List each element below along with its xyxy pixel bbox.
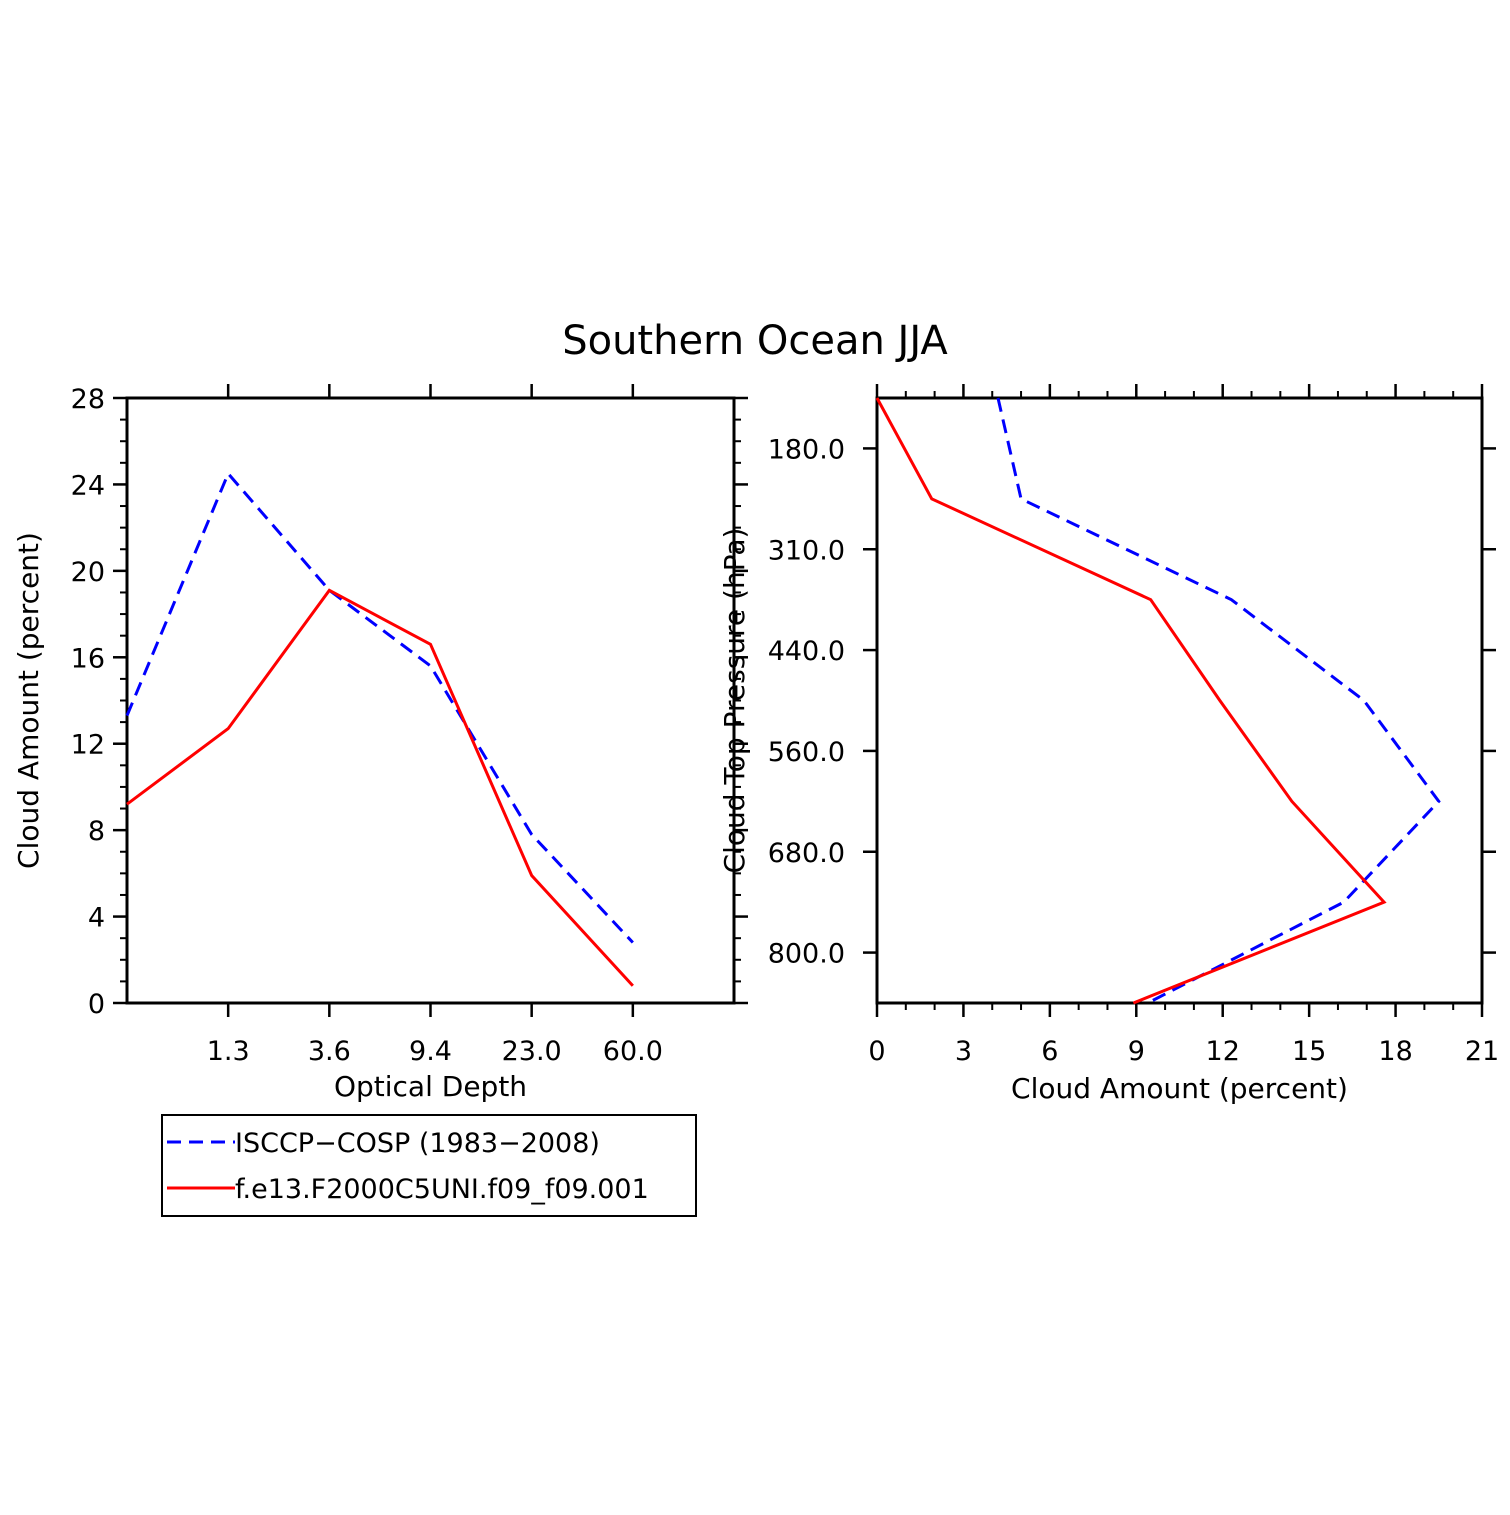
y-tick-label: 20 — [71, 557, 105, 588]
x-tick-label: 15 — [1292, 1036, 1326, 1067]
x-axis-title: Optical Depth — [334, 1070, 527, 1103]
y-tick-label: 0 — [88, 989, 105, 1020]
x-tick-label: 3 — [955, 1036, 972, 1067]
x-tick-label: 12 — [1206, 1036, 1240, 1067]
y-tick-label: 800.0 — [768, 939, 845, 970]
x-tick-label: 0 — [868, 1036, 885, 1067]
y-tick-label: 4 — [88, 903, 105, 934]
series-line-1 — [127, 590, 633, 985]
plot-frame — [127, 398, 734, 1003]
chart-title: Southern Ocean JJA — [562, 318, 948, 364]
y-axis-title: Cloud Amount (percent) — [12, 532, 45, 869]
y-tick-label: 28 — [71, 384, 105, 415]
plot-frame — [877, 398, 1482, 1003]
y-tick-label: 180.0 — [768, 434, 845, 465]
x-tick-label: 9.4 — [409, 1036, 452, 1067]
series-line-0 — [127, 474, 633, 943]
x-tick-label: 6 — [1041, 1036, 1058, 1067]
x-tick-label: 60.0 — [603, 1036, 663, 1067]
cloud-top-pressure-panel: 0 3 6 9 12 15 18 21 180.0 310.0 440.0 560.0 680.0 800… — [718, 384, 1499, 1105]
y-tick-label: 24 — [71, 470, 105, 501]
y-tick-label: 12 — [71, 730, 105, 761]
legend-label-0: ISCCP−COSP (1983−2008) — [235, 1128, 600, 1159]
y-axis-title: Cloud Top Pressure (hPa) — [718, 528, 751, 874]
legend: ISCCP−COSP (1983−2008) f.e13.F2000C5UNI.f… — [162, 1115, 696, 1216]
x-tick-label: 18 — [1378, 1036, 1412, 1067]
series-line-1 — [877, 398, 1384, 1003]
y-tick-label: 680.0 — [768, 838, 845, 869]
x-tick-label: 3.6 — [308, 1036, 351, 1067]
x-tick-label: 9 — [1128, 1036, 1145, 1067]
y-tick-label: 440.0 — [768, 636, 845, 667]
x-tick-label: 1.3 — [207, 1036, 250, 1067]
y-tick-label: 16 — [71, 643, 105, 674]
x-tick-label: 23.0 — [502, 1036, 562, 1067]
legend-label-1: f.e13.F2000C5UNI.f09_f09.001 — [235, 1174, 649, 1205]
optical-depth-panel: 0 4 8 12 16 20 24 28 1.3 3.6 9.4 23.0 60.0 Optical De… — [12, 384, 748, 1103]
x-axis-title: Cloud Amount (percent) — [1011, 1072, 1348, 1105]
y-tick-label: 8 — [88, 816, 105, 847]
y-tick-label: 310.0 — [768, 535, 845, 566]
x-tick-label: 21 — [1465, 1036, 1499, 1067]
y-tick-label: 560.0 — [768, 737, 845, 768]
